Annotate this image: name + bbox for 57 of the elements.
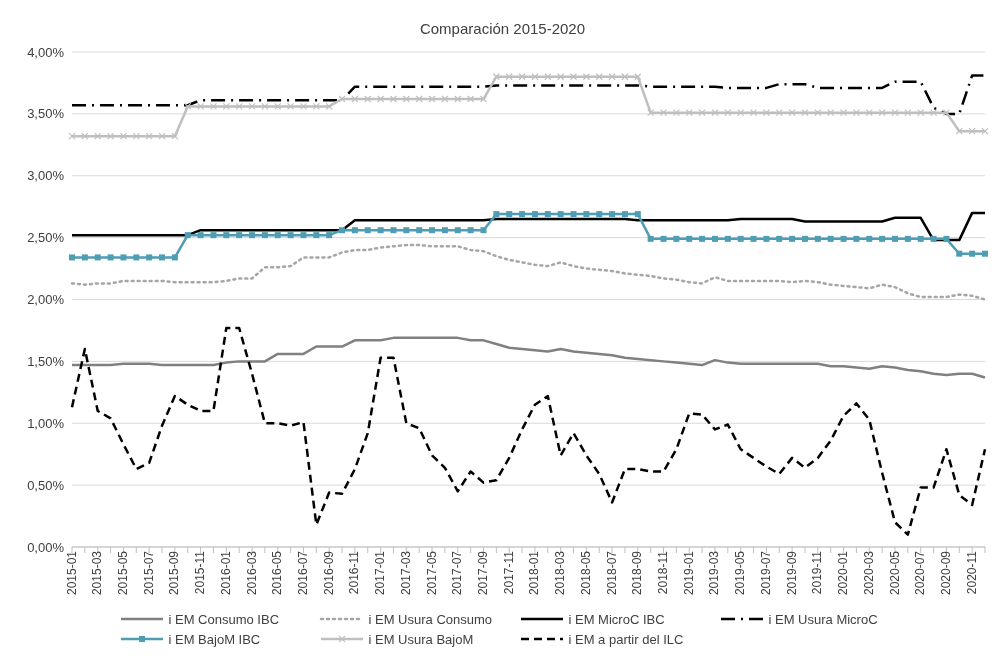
x-tick-label: 2018-09 <box>630 550 645 596</box>
x-tick-label: 2019-01 <box>681 550 696 596</box>
legend-label: i EM Consumo IBC <box>168 611 280 627</box>
y-tick-label: 4,00% <box>27 44 65 60</box>
x-tick-label: 2016-09 <box>321 550 336 596</box>
legend-label: i EM Usura Consumo <box>368 611 493 627</box>
x-tick-label: 2018-03 <box>553 550 568 596</box>
x-tick-label: 2017-09 <box>476 550 491 596</box>
x-tick-label: 2017-01 <box>373 550 388 596</box>
x-tick-label: 2019-07 <box>758 550 773 596</box>
chart-title: Comparación 2015-2020 <box>418 19 587 39</box>
x-tick-label: 2020-05 <box>887 550 902 596</box>
y-tick-label: 0,00% <box>27 539 65 555</box>
x-tick-label: 2019-05 <box>733 550 748 596</box>
x-tick-label: 2020-07 <box>913 550 928 596</box>
legend-label: i EM Usura BajoM <box>368 631 474 647</box>
x-tick-label: 2016-07 <box>295 550 310 596</box>
x-tick-label: 2015-07 <box>141 550 156 596</box>
y-tick-label: 1,00% <box>27 415 65 431</box>
x-tick-label: 2016-05 <box>270 550 285 596</box>
x-tick-label: 2017-05 <box>424 550 439 596</box>
x-tick-label: 2016-03 <box>244 550 259 596</box>
x-tick-label: 2017-11 <box>501 550 516 595</box>
x-tick-label: 2018-05 <box>578 550 593 596</box>
x-tick-label: 2017-07 <box>450 550 465 596</box>
legend-label: i EM BajoM IBC <box>168 631 261 647</box>
y-tick-label: 0,50% <box>27 477 65 493</box>
line-series <box>70 326 987 536</box>
y-tick-label: 1,50% <box>27 353 65 369</box>
x-tick-label: 2019-09 <box>784 550 799 596</box>
x-tick-label: 2019-03 <box>707 550 722 596</box>
line-series <box>70 243 987 301</box>
x-tick-label: 2015-05 <box>115 550 130 596</box>
line-series <box>70 211 987 242</box>
x-tick-label: 2017-03 <box>398 550 413 596</box>
x-tick-label: 2016-01 <box>218 550 233 596</box>
legend-label: i EM MicroC IBC <box>568 611 665 627</box>
x-tick-label: 2018-07 <box>604 550 619 596</box>
x-tick-label: 2015-01 <box>64 550 79 596</box>
line-series <box>70 336 987 379</box>
x-tick-label: 2018-01 <box>527 550 542 596</box>
y-tick-label: 2,50% <box>27 230 65 246</box>
x-tick-label: 2020-03 <box>861 550 876 596</box>
x-tick-label: 2015-11 <box>193 550 208 595</box>
x-tick-label: 2020-11 <box>964 550 979 595</box>
legend-label: i EM a partir del ILC <box>568 631 684 647</box>
y-tick-label: 3,00% <box>27 168 65 184</box>
x-tick-label: 2020-09 <box>938 550 953 596</box>
x-tick-label: 2016-11 <box>347 550 362 595</box>
x-tick-label: 2019-11 <box>810 550 825 595</box>
y-tick-label: 3,50% <box>27 106 65 122</box>
x-tick-label: 2018-11 <box>656 550 671 595</box>
y-tick-label: 2,00% <box>27 292 65 308</box>
legend-label: i EM Usura MicroC <box>768 611 878 627</box>
x-tick-label: 2020-01 <box>836 550 851 596</box>
x-tick-label: 2015-09 <box>167 550 182 596</box>
x-tick-label: 2015-03 <box>90 550 105 596</box>
